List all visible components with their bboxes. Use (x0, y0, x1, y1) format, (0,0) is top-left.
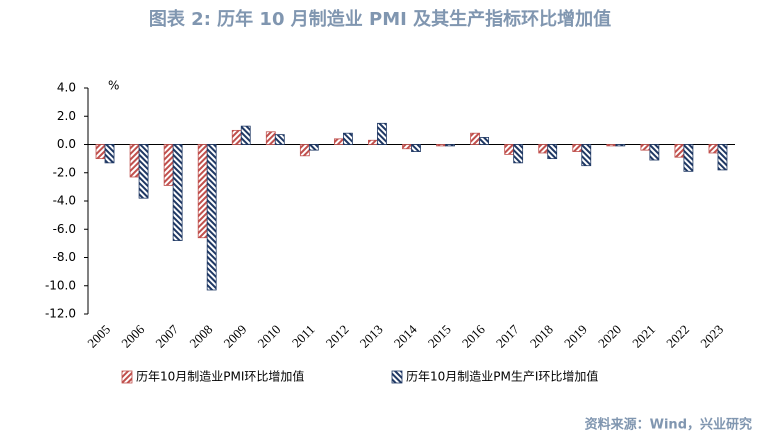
y-unit: % (108, 79, 119, 93)
x-tick-label: 2020 (595, 322, 624, 351)
bar (436, 144, 446, 147)
y-tick-label: -8.0 (53, 250, 76, 264)
bar (240, 125, 251, 145)
legend-swatch (391, 370, 403, 384)
bar (470, 132, 481, 145)
legend-label: 历年10月制造业PM生产I环比增加值 (406, 369, 598, 384)
x-tick-label: 2005 (84, 322, 113, 351)
bar (197, 144, 208, 239)
bar (95, 144, 106, 160)
y-tick-label: -4.0 (53, 194, 76, 208)
bar (402, 144, 412, 150)
x-tick-label: 2012 (323, 322, 352, 351)
bar (342, 132, 353, 145)
bar (717, 144, 728, 171)
x-tick-label: 2011 (289, 322, 318, 351)
legend-label: 历年10月制造业PMI环比增加值 (136, 369, 304, 384)
bar (129, 144, 140, 178)
bar (504, 144, 515, 155)
bar (479, 137, 490, 145)
y-tick-label: -2.0 (53, 165, 76, 179)
source: 资料来源：Wind，兴业研究 (585, 417, 752, 433)
bar (581, 144, 592, 167)
bar (138, 144, 149, 199)
x-tick-label: 2021 (629, 322, 658, 351)
x-tick-label: 2009 (220, 322, 249, 351)
chart-title: 图表 2: 历年 10 月制造业 PMI 及其生产指标环比增加值 (149, 8, 611, 30)
bar (274, 134, 285, 145)
y-tick-label: 4.0 (57, 81, 76, 95)
y-tick-label: -10.0 (45, 278, 76, 292)
x-tick-label: 2018 (527, 322, 556, 351)
y-tick-label: 2.0 (57, 109, 76, 123)
x-tick-label: 2008 (186, 322, 215, 351)
y-tick-label: -12.0 (45, 307, 76, 321)
bar (368, 139, 378, 145)
bar (547, 144, 558, 160)
bar (513, 144, 524, 164)
bar (538, 144, 549, 154)
y-tick-label: 0.0 (57, 137, 76, 151)
bar (411, 144, 421, 152)
bar (572, 144, 583, 152)
bar (377, 122, 387, 145)
bar (308, 144, 319, 151)
bar (104, 144, 115, 164)
bar (333, 138, 344, 145)
legend-swatch (121, 370, 133, 384)
x-tick-label: 2014 (391, 321, 420, 350)
x-tick-label: 2022 (663, 322, 692, 351)
y-tick-label: -6.0 (53, 222, 76, 236)
x-tick-label: 2017 (493, 321, 522, 350)
bar (640, 144, 651, 151)
bar (606, 144, 617, 147)
x-tick-label: 2016 (459, 321, 488, 350)
x-tick-label: 2019 (561, 322, 590, 351)
bar (206, 144, 217, 291)
bar (163, 144, 174, 186)
x-tick-label: 2023 (697, 322, 726, 351)
x-tick-label: 2006 (118, 321, 147, 350)
x-tick-label: 2013 (357, 322, 386, 351)
bar (708, 144, 719, 154)
x-tick-label: 2007 (152, 321, 181, 350)
bar (683, 144, 694, 172)
x-tick-label: 2010 (255, 322, 284, 351)
bar (231, 129, 242, 145)
bar (265, 131, 276, 145)
bar (445, 144, 455, 147)
bar (172, 144, 183, 241)
bar (299, 144, 310, 157)
bar (674, 144, 685, 158)
bar (649, 144, 660, 161)
x-tick-label: 2015 (425, 322, 454, 351)
bar (615, 144, 626, 147)
